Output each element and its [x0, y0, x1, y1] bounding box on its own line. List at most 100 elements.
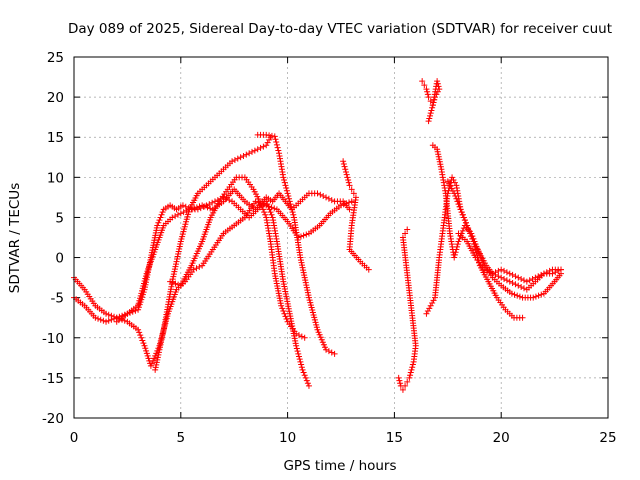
data-point-track-b: [145, 355, 152, 362]
data-point-track-h: [435, 153, 442, 160]
data-point-track-h: [538, 291, 545, 298]
data-point-track-b: [343, 200, 350, 207]
data-point-track-i: [466, 227, 473, 234]
y-axis-label: SDTVAR / TECUs: [7, 183, 23, 293]
data-point-track-c: [265, 203, 272, 210]
data-point-track-c: [194, 206, 201, 213]
data-point-track-f: [301, 334, 308, 341]
data-point-track-c: [299, 366, 306, 373]
data-point-track-e: [323, 346, 330, 353]
data-point-track-h: [452, 249, 459, 256]
data-point-track-g: [430, 297, 437, 304]
data-point-track-a: [159, 209, 166, 216]
data-point-track-e: [321, 344, 328, 351]
data-point-track-b: [97, 316, 104, 323]
data-point-track-b: [300, 232, 307, 239]
data-point-track-h: [437, 161, 444, 168]
data-point-track-i: [451, 190, 458, 197]
data-point-track-d: [264, 139, 271, 146]
data-point-track-b: [147, 362, 154, 369]
data-point-track-j: [538, 271, 545, 278]
data-point-track-c: [177, 210, 184, 217]
data-point-burst-13: [342, 166, 349, 173]
data-point-track-h: [511, 291, 518, 298]
data-point-track-b: [144, 352, 151, 359]
data-point-track-a: [156, 217, 163, 224]
data-point-track-i: [501, 275, 508, 282]
data-point-track-a: [328, 197, 335, 204]
data-point-track-e: [283, 187, 290, 194]
data-point-track-b: [193, 265, 200, 272]
data-point-track-h: [454, 241, 461, 248]
data-point-track-a: [314, 190, 321, 197]
data-point-burst-13: [340, 160, 347, 167]
data-point-track-i: [518, 283, 525, 290]
data-point-track-c: [203, 202, 210, 209]
data-point-track-b: [338, 202, 344, 209]
data-point-track-h: [530, 294, 537, 301]
data-point-track-c: [206, 201, 213, 208]
data-point-track-j: [483, 267, 490, 274]
data-point-track-g: [519, 314, 526, 321]
data-point-track-b: [136, 329, 143, 336]
data-point-track-c: [295, 353, 302, 360]
data-point-track-c: [304, 380, 311, 387]
data-point-track-d: [160, 329, 167, 336]
data-point-track-i: [462, 219, 469, 226]
data-point-track-d: [177, 241, 184, 248]
data-point-track-e: [268, 132, 275, 139]
data-point-track-f: [172, 280, 179, 287]
data-point-mid-15: [409, 361, 416, 368]
data-point-mid-15: [407, 369, 414, 376]
data-point-spike-17: [427, 112, 433, 119]
y-tick-label: 15: [47, 130, 64, 146]
data-point-track-d: [170, 271, 177, 278]
y-tick-label: 5: [55, 210, 64, 226]
data-point-track-h: [436, 156, 443, 163]
data-point-track-f: [278, 302, 285, 309]
data-point-track-j: [552, 269, 559, 276]
data-point-track-c: [302, 374, 309, 381]
data-point-track-a: [325, 195, 332, 202]
data-point-track-e: [285, 193, 292, 200]
data-point-track-h: [453, 246, 460, 253]
data-point-track-d: [154, 356, 161, 363]
y-tick-label: -20: [42, 411, 64, 427]
data-point-mid-15: [396, 377, 403, 384]
data-point-track-a: [158, 211, 165, 218]
data-point-track-e: [303, 282, 310, 289]
data-point-spike-17: [430, 99, 437, 106]
data-point-spike-17: [435, 83, 442, 90]
data-point-track-i: [464, 222, 471, 229]
data-point-track-d: [257, 144, 264, 151]
x-tick-label: 10: [279, 430, 296, 446]
data-point-burst-13: [346, 182, 353, 189]
data-point-track-i: [509, 279, 516, 286]
data-point-spike-17: [424, 88, 431, 95]
data-point-track-e: [301, 272, 308, 279]
data-point-track-e: [302, 279, 309, 286]
data-point-track-h: [454, 243, 461, 250]
data-point-track-c: [293, 345, 300, 352]
data-point-track-c: [226, 197, 233, 204]
data-point-track-g: [424, 308, 431, 315]
data-point-track-f: [258, 203, 265, 210]
data-point-track-e: [320, 341, 327, 348]
data-point-track-d: [231, 156, 238, 163]
data-point-track-h: [451, 254, 458, 261]
axis-ticks: 0 5 10 15 20 25 -20 -15 -10 -5 0 5 10 15 20 25: [42, 50, 617, 446]
data-point-track-e: [305, 292, 312, 299]
data-point-track-d: [172, 263, 179, 270]
data-point-spike-17: [424, 91, 431, 98]
data-point-track-a: [320, 193, 327, 200]
data-point-track-a: [317, 191, 324, 198]
data-point-track-f: [260, 206, 267, 213]
data-point-spike-17: [429, 104, 436, 111]
data-point-track-d: [152, 366, 159, 373]
data-point-track-h: [434, 148, 441, 155]
data-point-burst-13: [365, 266, 372, 273]
data-point-track-a: [346, 206, 353, 213]
data-point-burst-13: [344, 174, 351, 181]
data-point-track-e: [297, 257, 304, 264]
data-point-track-c: [301, 372, 308, 379]
